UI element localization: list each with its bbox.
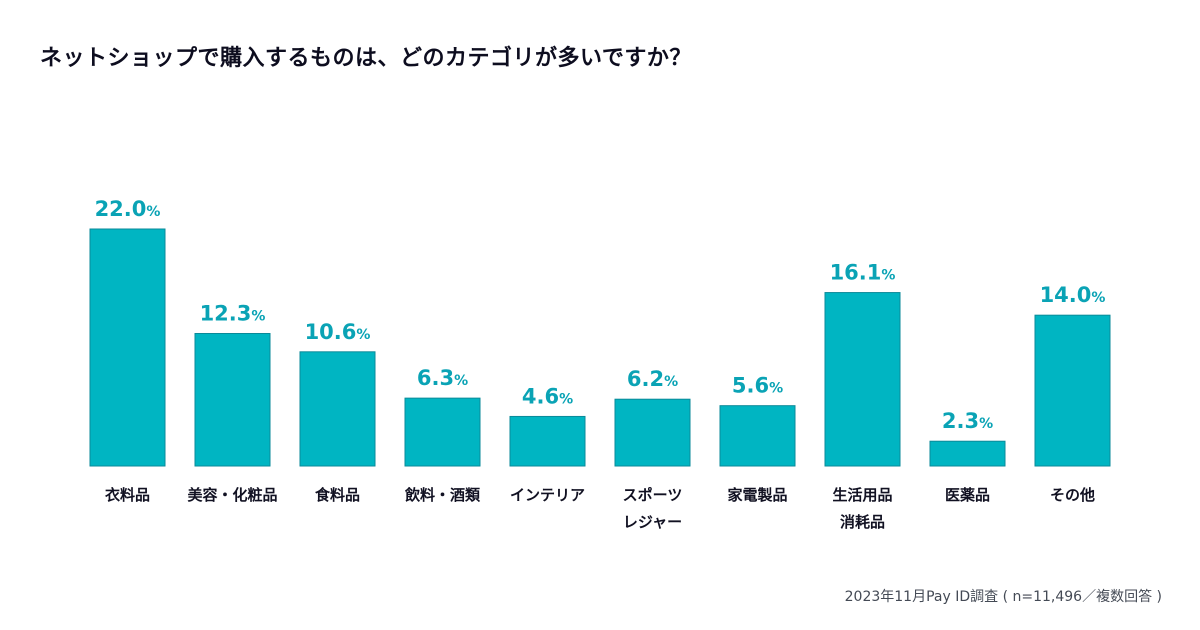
bar <box>299 351 376 467</box>
category-label: レジャー <box>623 513 682 531</box>
category-label: 衣料品 <box>105 486 150 504</box>
bar <box>404 397 481 467</box>
data-label: 10.6% <box>305 320 371 344</box>
category-label: 医薬品 <box>945 486 990 504</box>
bar <box>929 440 1006 467</box>
data-label: 6.2% <box>627 367 678 391</box>
data-label: 2.3% <box>942 409 993 433</box>
chart-title: ネットショップで購入するものは、どのカテゴリが多いですか？ <box>40 46 692 71</box>
data-label: 14.0% <box>1040 283 1106 307</box>
bar <box>509 415 586 467</box>
data-label: 22.0% <box>95 197 161 221</box>
category-label: 美容・化粧品 <box>187 486 277 504</box>
bar <box>1034 314 1111 467</box>
bar <box>824 292 901 467</box>
category-label: インテリア <box>510 486 585 504</box>
category-label: 家電製品 <box>727 486 787 504</box>
category-label: 食料品 <box>315 486 360 504</box>
bar <box>194 332 271 467</box>
category-label: 飲料・酒類 <box>404 486 481 504</box>
data-label: 5.6% <box>732 374 783 398</box>
survey-note: 2023年11月Pay ID調査 ( n=11,496／複数回答 ) <box>844 589 1162 605</box>
data-label: 16.1% <box>830 261 896 285</box>
data-label: 6.3% <box>417 366 468 390</box>
category-label: スポーツ <box>623 486 683 504</box>
category-label: 消耗品 <box>840 513 885 531</box>
data-label: 12.3% <box>200 301 266 325</box>
bar <box>89 228 166 467</box>
category-label: 生活用品 <box>832 486 892 504</box>
bar <box>614 398 691 467</box>
data-label: 4.6% <box>522 384 573 408</box>
category-label: その他 <box>1050 486 1095 504</box>
bar <box>719 405 796 467</box>
